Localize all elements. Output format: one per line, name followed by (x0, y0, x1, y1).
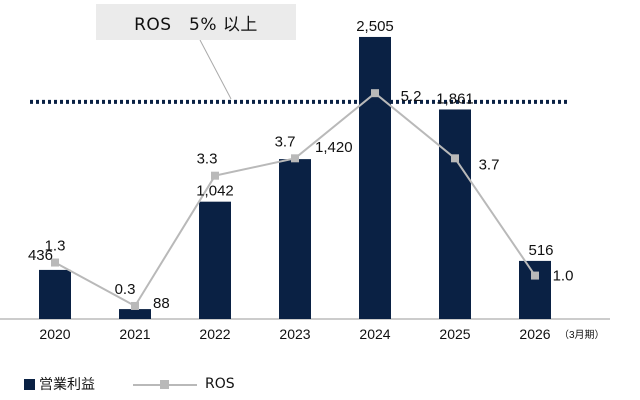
bar-2025 (439, 109, 471, 320)
bar-label-2021: 88 (153, 295, 170, 312)
legend-item-ros: ROS (133, 376, 235, 392)
x-tick-2022: 2022 (199, 326, 230, 342)
ros-point-2024 (371, 89, 379, 98)
ros-point-2021 (131, 301, 139, 310)
bar-2021 (119, 309, 151, 319)
ros-label-2020: 1.3 (45, 238, 66, 255)
ros-label-2023: 3.7 (275, 133, 296, 150)
bar-label-2023: 1,420 (315, 139, 353, 156)
bar-label-2026: 516 (528, 242, 553, 259)
legend-swatch-ros (133, 379, 197, 390)
ros-point-2023 (291, 154, 299, 163)
ros-label-2026: 1.0 (553, 268, 574, 285)
legend-label-ros: ROS (205, 376, 235, 392)
ros-label-2021: 0.3 (115, 281, 136, 298)
ros-point-2026 (531, 271, 539, 280)
bar-2024 (359, 36, 391, 319)
legend-label-operating-profit: 営業利益 (39, 377, 95, 393)
ros-point-2020 (51, 258, 59, 267)
x-tick-suffix-2026: （3月期） (559, 329, 605, 341)
legend: 営業利益 ROS (24, 374, 273, 394)
bar-label-2025: 1,861 (436, 90, 474, 107)
ros-target-callout: ROS 5% 以上 (96, 4, 296, 40)
x-tick-2023: 2023 (279, 326, 310, 342)
x-tick-2021: 2021 (119, 326, 150, 342)
bar-label-2020: 436 (28, 247, 53, 264)
ros-label-2024: 5.2 (401, 88, 422, 105)
bar-2020 (39, 269, 71, 319)
bar-label-2022: 1,042 (196, 183, 234, 200)
ros-label-2025: 3.7 (479, 156, 500, 173)
ros-point-2025 (451, 154, 459, 163)
x-tick-2025: 2025 (439, 326, 470, 342)
ros-target-text: ROS 5% 以上 (134, 14, 258, 35)
callout-leader-line (199, 39, 232, 100)
bar-2023 (279, 159, 311, 319)
bar-2026 (519, 260, 551, 319)
x-tick-2024: 2024 (359, 326, 390, 342)
ros-label-2022: 3.3 (197, 151, 218, 168)
legend-swatch-operating-profit (24, 378, 35, 390)
x-tick-2020: 2020 (39, 326, 70, 342)
legend-item-operating-profit: 営業利益 (24, 374, 95, 394)
x-tick-2026: 2026 (519, 326, 550, 342)
ros-point-2022 (211, 171, 219, 180)
bar-2022 (199, 201, 231, 319)
bar-label-2024: 2,505 (356, 18, 394, 35)
